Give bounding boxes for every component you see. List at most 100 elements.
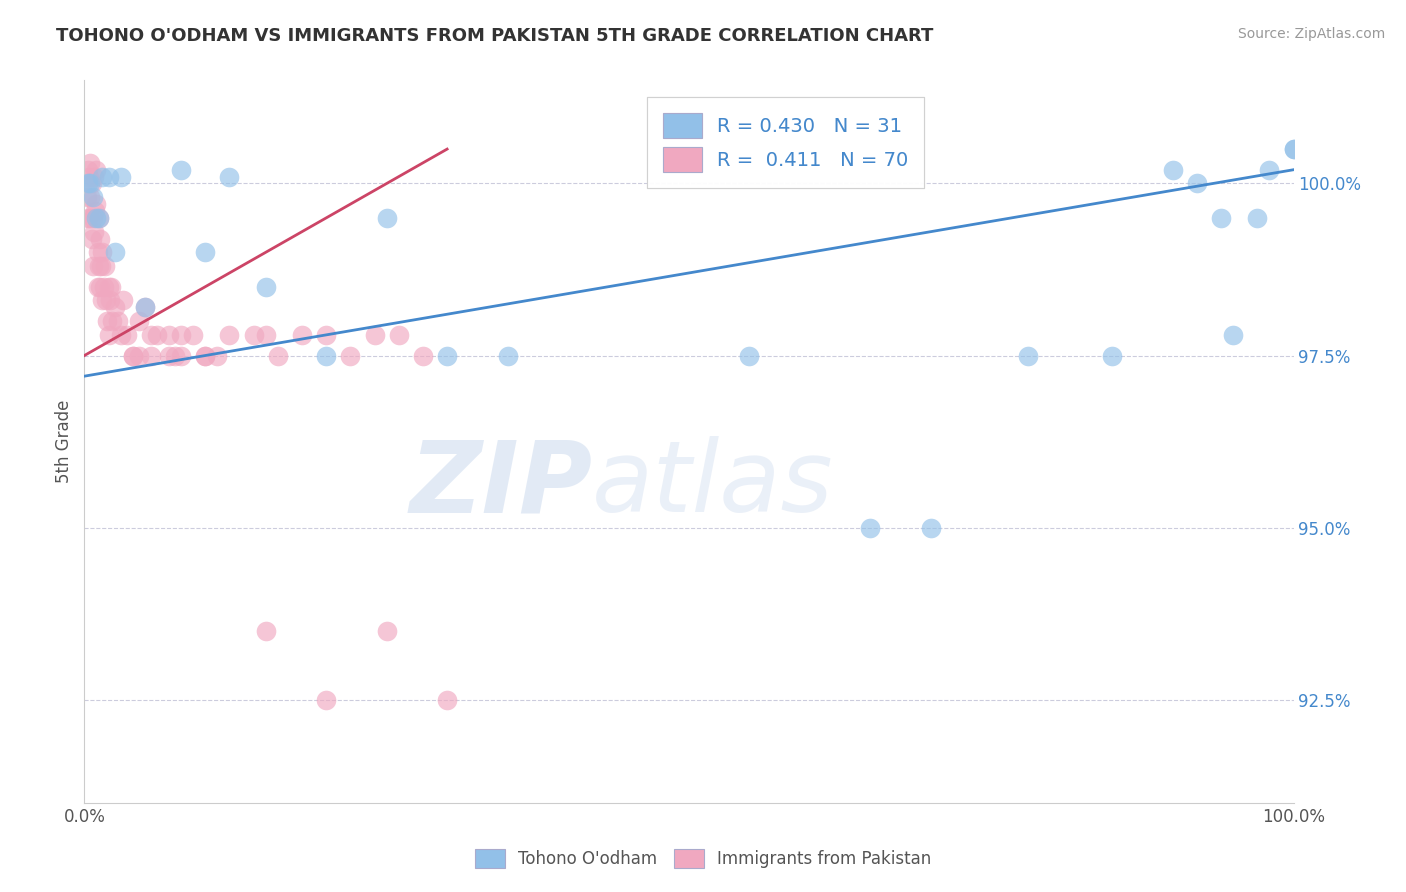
Point [79,211,101,225]
Point [91,293,114,308]
Point [436,349,458,363]
Point [375,211,398,225]
Point [1246,211,1268,225]
Point [165,349,187,363]
Point [194,245,217,260]
Point [94,259,117,273]
Y-axis label: 5th Grade: 5th Grade [55,400,73,483]
Point [94,293,117,308]
Point [86,211,108,225]
Point [859,520,882,534]
Text: atlas: atlas [592,436,834,533]
Point [91,169,114,184]
Point [134,301,156,315]
Point [121,349,143,363]
Point [84,204,107,219]
Point [128,314,150,328]
Point [496,349,519,363]
Point [1101,349,1123,363]
Point [412,349,434,363]
Point [254,327,277,342]
Point [1185,177,1208,191]
Point [90,259,112,273]
Point [254,279,277,293]
Point [1282,142,1305,156]
Point [315,349,337,363]
Point [112,293,135,308]
Point [170,327,193,342]
Point [82,190,104,204]
Point [157,349,180,363]
Point [157,327,180,342]
Point [83,225,105,239]
Point [100,279,122,293]
Point [128,349,150,363]
Point [86,279,108,293]
Point [96,314,118,328]
Point [83,169,105,184]
Point [93,279,115,293]
Point [146,327,169,342]
Point [110,327,132,342]
Point [363,327,385,342]
Point [170,349,193,363]
Point [82,259,104,273]
Point [139,349,162,363]
Point [139,327,162,342]
Point [87,259,110,273]
Legend: R = 0.430   N = 31, R =  0.411   N = 70: R = 0.430 N = 31, R = 0.411 N = 70 [647,97,924,188]
Point [79,156,101,170]
Point [87,211,110,225]
Point [104,301,127,315]
Point [86,197,108,211]
Point [207,349,229,363]
Point [77,162,100,177]
Point [218,327,240,342]
Point [920,520,942,534]
Point [242,327,264,342]
Point [315,327,337,342]
Point [1282,142,1305,156]
Point [86,162,108,177]
Point [79,190,101,204]
Point [87,211,110,225]
Point [86,245,108,260]
Point [1209,211,1232,225]
Point [76,190,98,204]
Point [339,349,361,363]
Point [82,211,104,225]
Point [77,211,100,225]
Point [115,327,138,342]
Point [107,314,129,328]
Point [77,169,100,184]
Point [97,169,120,184]
Point [97,279,120,293]
Point [80,177,103,191]
Point [436,692,458,706]
Text: Source: ZipAtlas.com: Source: ZipAtlas.com [1237,27,1385,41]
Point [98,293,121,308]
Text: ZIP: ZIP [409,436,592,533]
Point [388,327,411,342]
Point [254,624,277,638]
Point [104,245,127,260]
Point [91,245,114,260]
Point [194,349,217,363]
Point [89,231,111,245]
Point [267,349,290,363]
Point [110,169,132,184]
Point [375,624,398,638]
Point [1017,349,1039,363]
Point [170,162,193,177]
Point [181,327,204,342]
Legend: Tohono O'odham, Immigrants from Pakistan: Tohono O'odham, Immigrants from Pakistan [468,842,938,875]
Point [80,231,103,245]
Text: TOHONO O'ODHAM VS IMMIGRANTS FROM PAKISTAN 5TH GRADE CORRELATION CHART: TOHONO O'ODHAM VS IMMIGRANTS FROM PAKIST… [56,27,934,45]
Point [1222,327,1244,342]
Point [1161,162,1184,177]
Point [738,349,761,363]
Point [89,279,111,293]
Point [1258,162,1281,177]
Point [218,169,240,184]
Point [194,349,217,363]
